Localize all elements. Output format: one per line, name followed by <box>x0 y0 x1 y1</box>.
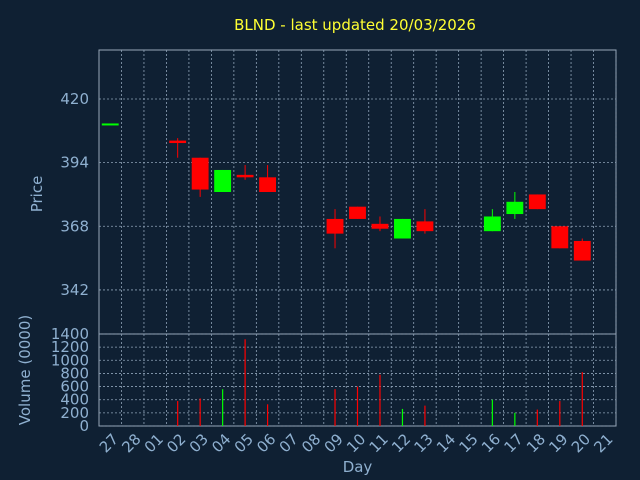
candle-body <box>236 174 254 178</box>
candle-body <box>259 177 277 192</box>
candle-body <box>528 194 546 210</box>
candle-body <box>506 201 524 215</box>
candle-body <box>214 169 232 192</box>
volume-tick-label: 1400 <box>51 325 89 343</box>
volume-tick-label: 400 <box>60 391 89 409</box>
candle-body <box>326 218 344 234</box>
price-panel: 342 368 394 420 Price <box>28 49 617 335</box>
candle-body <box>394 218 411 239</box>
price-tick-label: 394 <box>60 154 89 172</box>
price-axis-label: Price <box>28 176 46 213</box>
x-axis-label: Day <box>343 458 373 476</box>
candle-body <box>101 123 119 126</box>
volume-tick-label: 800 <box>60 364 89 382</box>
price-tick-label: 368 <box>60 217 89 235</box>
candle-body <box>483 216 501 232</box>
price-tick-label: 420 <box>60 90 89 108</box>
candle-body <box>416 221 434 232</box>
day-tick-label: 21 <box>590 430 616 456</box>
candle-body <box>551 226 569 249</box>
volume-tick-label: 1000 <box>51 351 89 369</box>
volume-tick-label: 600 <box>60 378 89 396</box>
volume-tick-label: 0 <box>79 417 89 435</box>
volume-tick-label: 1200 <box>51 338 89 356</box>
volume-tick-label: 200 <box>60 404 89 422</box>
chart-title: BLND - last updated 20/03/2026 <box>234 16 476 34</box>
volume-axis-label: Volume (0000) <box>16 315 34 425</box>
candle-body <box>573 240 591 261</box>
candle-body <box>169 140 187 144</box>
candle-body <box>349 206 366 219</box>
candle-body <box>371 223 389 229</box>
price-tick-label: 342 <box>60 281 89 299</box>
candle-body <box>191 157 209 190</box>
price-plot-frame <box>98 49 617 335</box>
